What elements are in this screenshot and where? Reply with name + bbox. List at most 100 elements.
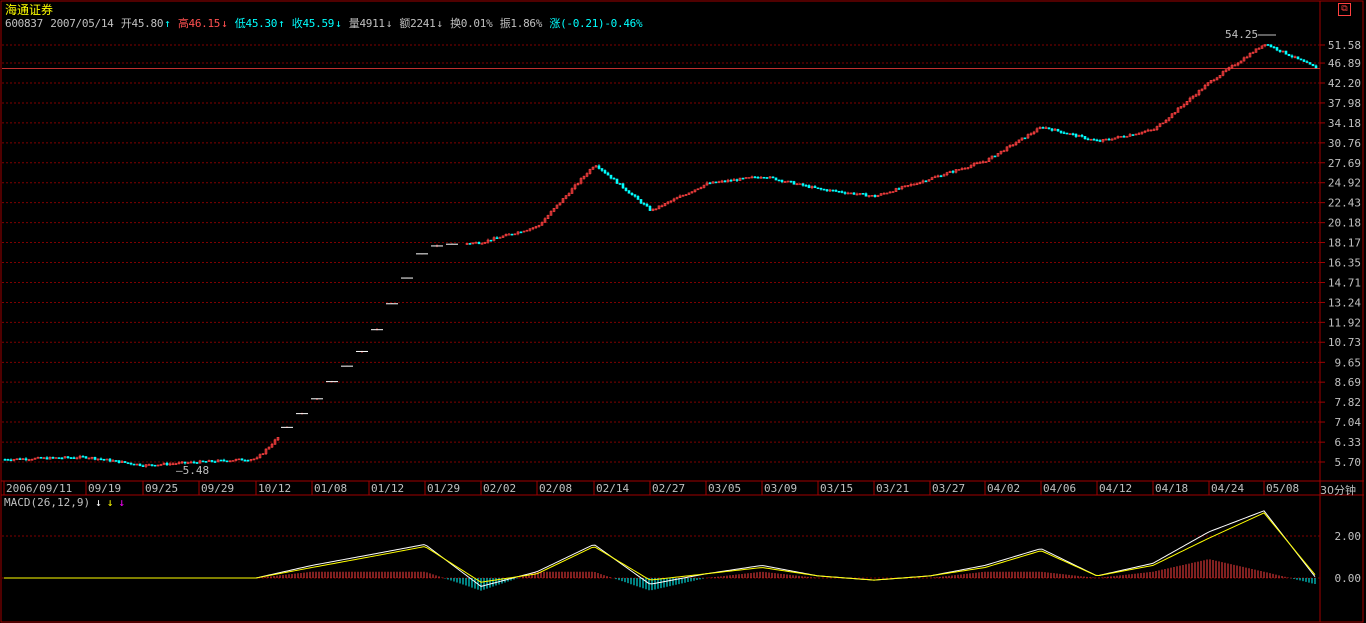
x-tick-label: 09/19 xyxy=(88,482,121,495)
y-tick-label: 22.43 xyxy=(1328,197,1361,210)
candle-body xyxy=(900,186,904,189)
candle-body xyxy=(1068,133,1072,135)
candle-body xyxy=(738,177,742,181)
candle-body xyxy=(1077,135,1081,137)
candle-body xyxy=(606,172,610,176)
candle-body xyxy=(159,464,163,466)
candle-body xyxy=(576,182,580,186)
candle-body xyxy=(741,177,745,180)
close-value: 收45.59 xyxy=(291,17,335,30)
candle-body xyxy=(804,185,808,187)
candle-body xyxy=(825,189,829,192)
candle-body xyxy=(636,196,640,200)
candle-body xyxy=(6,459,10,461)
candle-body xyxy=(924,180,928,183)
period-label[interactable]: 30分钟 xyxy=(1320,484,1356,497)
candle-body xyxy=(81,455,85,458)
candle-body xyxy=(933,176,937,179)
candle-body xyxy=(228,460,232,463)
candle-body xyxy=(1155,126,1159,130)
candle-body xyxy=(129,462,133,465)
candle-body xyxy=(1311,63,1315,67)
candle-body xyxy=(1299,58,1303,61)
restore-icon[interactable]: ⧉ xyxy=(1338,3,1351,16)
candle-body xyxy=(1215,77,1219,81)
candle-body xyxy=(834,190,838,192)
candle-body xyxy=(1029,133,1033,136)
candle-body xyxy=(552,207,556,212)
candle-body xyxy=(243,459,247,462)
candle-body xyxy=(207,460,211,462)
candle-body xyxy=(1071,133,1075,135)
candle-body xyxy=(123,461,127,463)
candle-body xyxy=(888,191,892,194)
candle-body xyxy=(654,208,658,211)
candle-body xyxy=(969,165,973,168)
candle-body xyxy=(543,218,547,223)
candle-body xyxy=(93,456,97,460)
candle-body xyxy=(771,176,775,179)
candle-body xyxy=(846,192,850,195)
candle-body xyxy=(903,185,907,188)
candle-body xyxy=(189,461,193,464)
x-tick-label: 10/12 xyxy=(258,482,291,495)
candle-body xyxy=(60,457,64,460)
x-tick-label: 01/12 xyxy=(371,482,404,495)
candle-body xyxy=(1209,80,1213,83)
candle-body xyxy=(1011,144,1015,147)
candle-body xyxy=(1005,146,1009,152)
candle-body xyxy=(1119,136,1123,138)
candle-body xyxy=(918,181,922,185)
x-tick-label: 02/02 xyxy=(483,482,516,495)
candle-body xyxy=(936,175,940,178)
candle-body xyxy=(258,454,262,459)
candle-body xyxy=(1035,128,1039,133)
candle-body xyxy=(567,193,571,197)
candle-body xyxy=(1302,59,1306,62)
candle-body xyxy=(651,208,655,211)
candle-body xyxy=(1152,129,1156,131)
x-tick-label: 02/14 xyxy=(596,482,629,495)
x-tick-label: 2006/09/11 xyxy=(6,482,72,495)
candle-body xyxy=(120,461,124,463)
candle-body xyxy=(819,187,823,190)
candle-body xyxy=(681,194,685,197)
candle-body xyxy=(867,195,871,197)
candle-body xyxy=(87,457,91,460)
candle-body xyxy=(69,457,73,459)
candle-body xyxy=(492,237,496,241)
candle-body xyxy=(927,179,931,182)
candle-body xyxy=(111,460,115,462)
x-tick-label: 03/15 xyxy=(820,482,853,495)
candle-body xyxy=(66,456,70,458)
candle-body xyxy=(963,167,967,170)
candle-body xyxy=(537,224,541,227)
candle-body xyxy=(561,198,565,204)
candle-body xyxy=(624,187,628,192)
y-tick-label: 14.71 xyxy=(1328,277,1361,290)
candle-body xyxy=(1086,138,1090,141)
candle-body xyxy=(1290,55,1294,58)
y-tick-label: 10.73 xyxy=(1328,336,1361,349)
candle-body xyxy=(861,193,865,195)
candle-body xyxy=(192,461,196,464)
x-tick-label: 01/29 xyxy=(427,482,460,495)
candle-body xyxy=(477,241,481,244)
candle-body xyxy=(1089,138,1093,141)
candle-body xyxy=(1050,128,1054,131)
candle-body xyxy=(1293,56,1297,59)
candle-body xyxy=(147,464,151,466)
candle-body xyxy=(873,194,877,198)
candle-body xyxy=(693,189,697,192)
macd-title: MACD(26,12,9) xyxy=(4,496,91,509)
candle-body xyxy=(144,464,148,467)
candle-body xyxy=(519,231,523,234)
candle-body xyxy=(1191,95,1195,99)
candle-body xyxy=(198,460,202,464)
candle-body xyxy=(828,189,832,192)
candle-body xyxy=(993,155,997,158)
candle-body xyxy=(141,465,145,467)
candle-body xyxy=(858,193,862,195)
candle-body xyxy=(645,203,649,207)
